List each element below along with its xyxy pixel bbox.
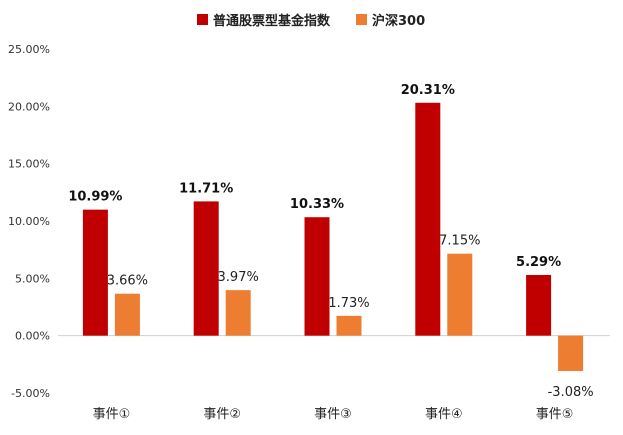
y-tick-label: 20.00% xyxy=(8,100,50,113)
y-tick-label: 15.00% xyxy=(8,158,50,171)
bars xyxy=(82,102,584,371)
data-labels: 10.99% 3.66% 11.71% 3.97% 10.33% 1.73% 20.31% 7… xyxy=(68,83,593,400)
data-label-series-2-5: -3.08% xyxy=(548,385,594,400)
data-label-series-1-4: 20.31% xyxy=(401,83,455,98)
legend-label-series-2: 沪深300 xyxy=(372,13,425,29)
x-axis: 事件① 事件② 事件③ 事件④ 事件⑤ xyxy=(93,407,574,422)
bar-series-2-2 xyxy=(225,290,251,336)
y-axis: -5.00% 0.00% 5.00% 10.00% 15.00% 20.00% 25.00% xyxy=(8,43,50,400)
y-tick-label: 25.00% xyxy=(8,43,50,56)
data-label-series-2-4: 7.15% xyxy=(439,234,480,249)
bar-series-2-4 xyxy=(447,253,473,336)
x-category-label: 事件② xyxy=(203,407,241,422)
data-label-series-1-1: 10.99% xyxy=(68,190,122,205)
x-category-label: 事件⑤ xyxy=(536,407,574,422)
bar-series-2-5 xyxy=(558,335,584,371)
legend-label-series-1: 普通股票型基金指数 xyxy=(213,13,331,29)
y-tick-label: 5.00% xyxy=(15,272,50,285)
y-tick-label: -5.00% xyxy=(11,387,50,400)
x-category-label: 事件① xyxy=(93,407,131,422)
x-category-label: 事件④ xyxy=(425,407,463,422)
bar-series-1-2 xyxy=(193,201,219,336)
bar-series-1-3 xyxy=(304,217,330,336)
data-label-series-2-1: 3.66% xyxy=(107,274,148,289)
bar-series-2-1 xyxy=(114,293,140,336)
bar-series-2-3 xyxy=(336,315,362,336)
data-label-series-1-3: 10.33% xyxy=(290,197,344,212)
data-label-series-2-2: 3.97% xyxy=(218,270,259,285)
bar-series-1-5 xyxy=(526,275,552,336)
x-category-label: 事件③ xyxy=(314,407,352,422)
data-label-series-1-2: 11.71% xyxy=(179,181,233,196)
data-label-series-1-5: 5.29% xyxy=(516,255,561,270)
bar-series-1-1 xyxy=(82,209,108,336)
legend: 普通股票型基金指数 沪深300 xyxy=(197,13,425,29)
data-label-series-2-3: 1.73% xyxy=(328,296,369,311)
y-tick-label: 10.00% xyxy=(8,215,50,228)
legend-swatch-series-2 xyxy=(356,14,367,25)
y-tick-label: 0.00% xyxy=(15,330,50,343)
bar-series-1-4 xyxy=(415,102,441,336)
legend-swatch-series-1 xyxy=(197,14,208,25)
